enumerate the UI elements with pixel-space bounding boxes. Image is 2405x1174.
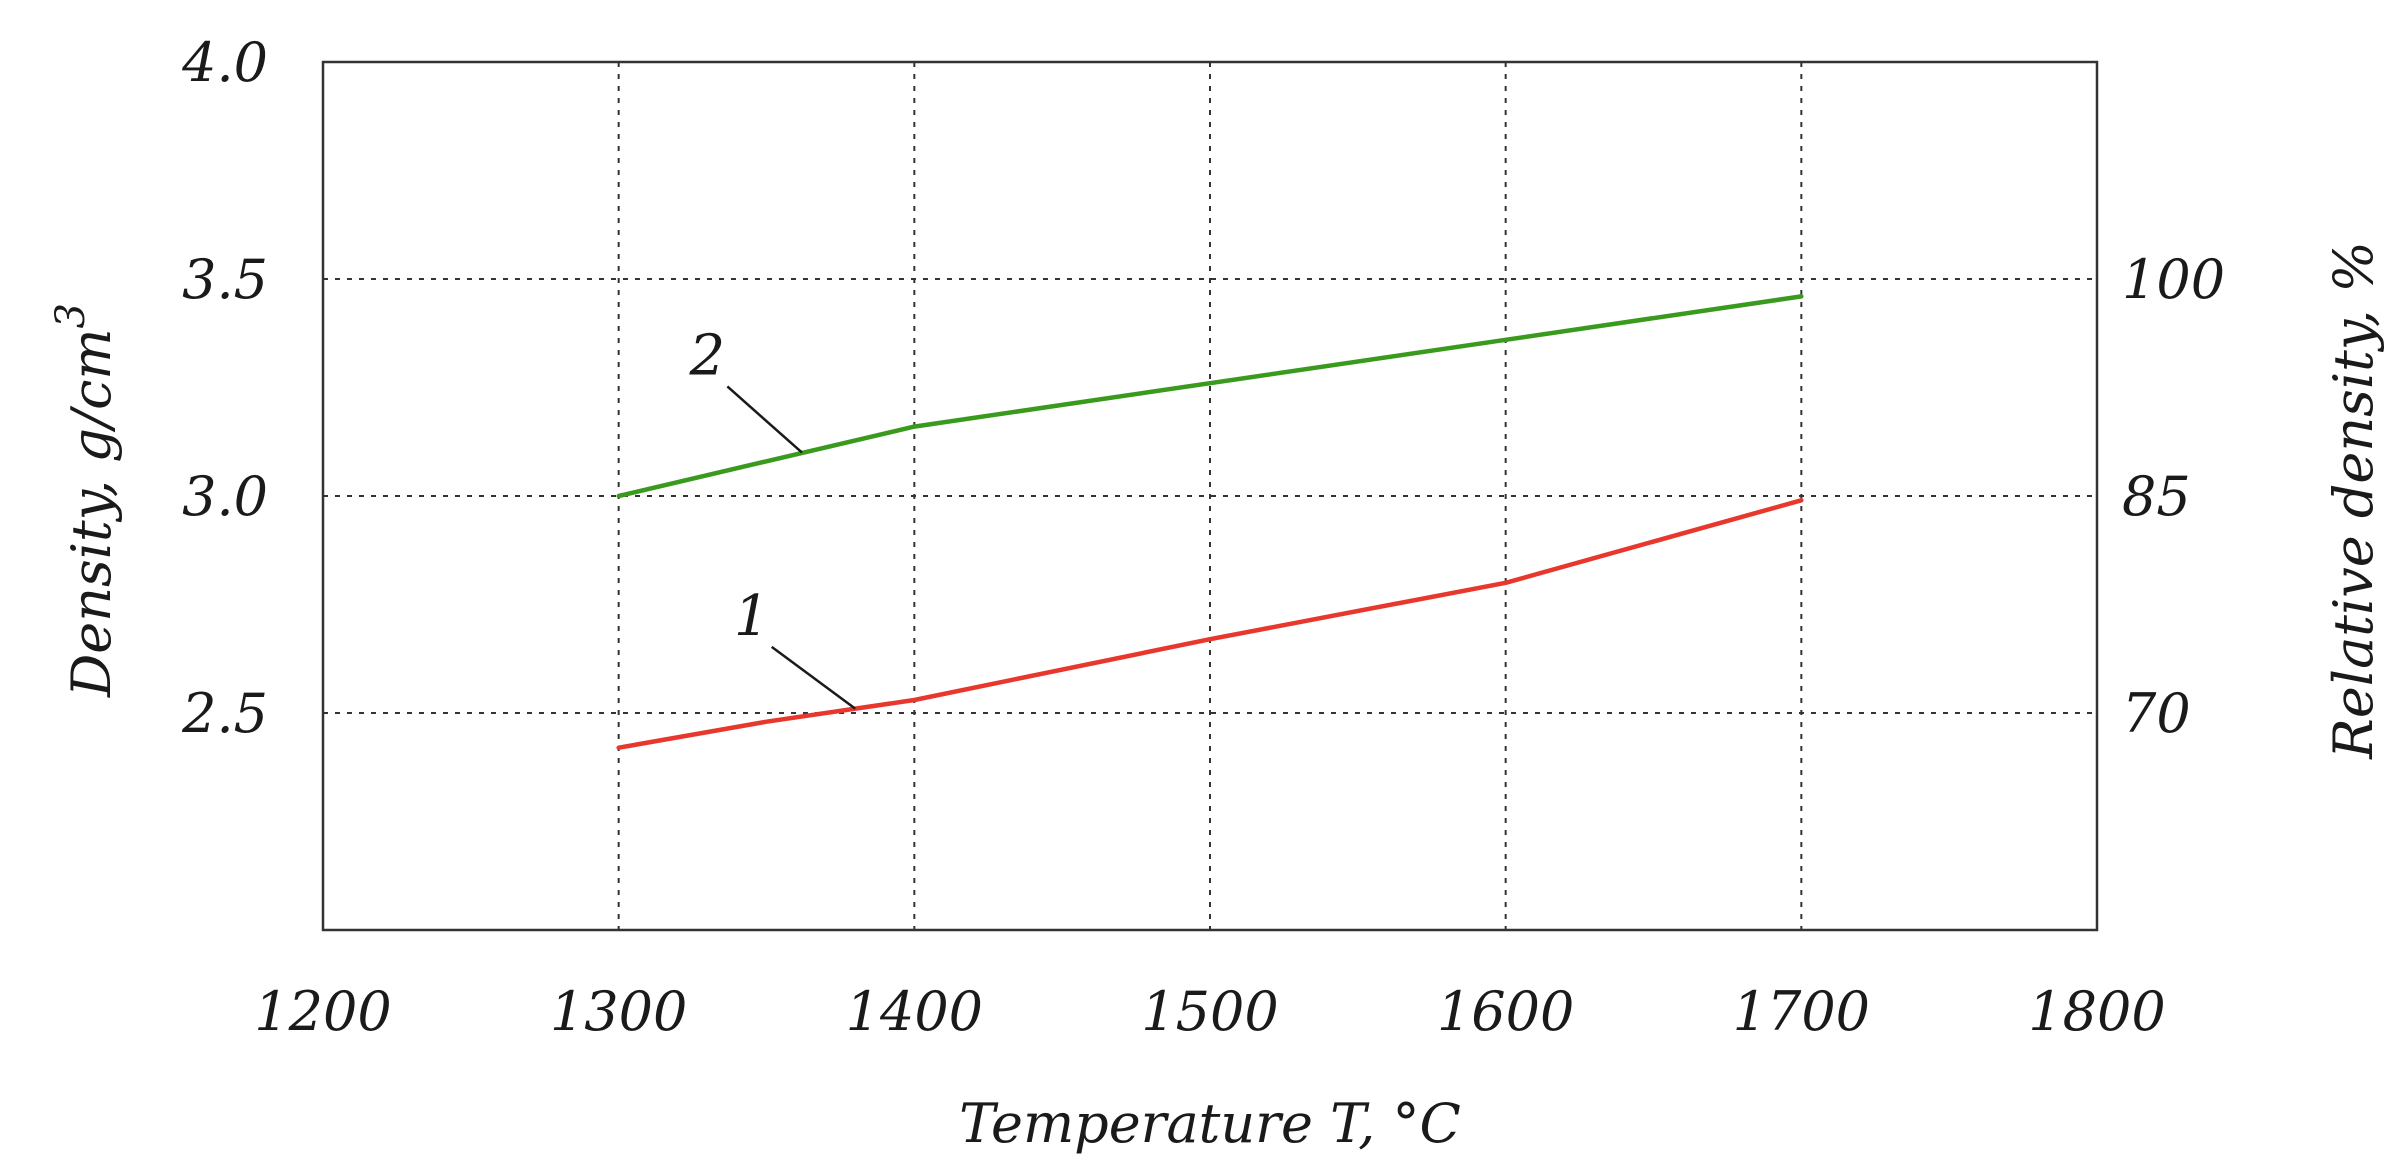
y2-tick-label-70: 70 bbox=[2122, 682, 2191, 745]
series-line-1 bbox=[616, 498, 1804, 750]
curve-label-1: 1 bbox=[734, 584, 770, 649]
curve-label-leader-2 bbox=[726, 385, 803, 454]
curve-label-2: 2 bbox=[689, 323, 726, 388]
y-tick-label-4.0: 4.0 bbox=[181, 31, 268, 94]
y-tick-label-2.5: 2.5 bbox=[181, 682, 268, 745]
curve-label-leaders: 12 bbox=[689, 323, 856, 710]
y-tick-label-3.5: 3.5 bbox=[182, 248, 268, 311]
x-tick-label-1200: 1200 bbox=[254, 980, 391, 1043]
y2-tick-label-85: 85 bbox=[2122, 465, 2191, 528]
series-line-2 bbox=[616, 294, 1804, 499]
x-tick-label-1700: 1700 bbox=[1733, 980, 1870, 1043]
grid-lines bbox=[323, 62, 2097, 930]
y-axis-title-text: Density, g/cm bbox=[60, 328, 123, 698]
y-axis-title-superscript: 3 bbox=[48, 303, 94, 328]
x-tick-label-1800: 1800 bbox=[2028, 980, 2165, 1043]
series-group bbox=[616, 294, 1804, 750]
y2-tick-label-100: 100 bbox=[2122, 248, 2225, 311]
y2-axis-title: Relative density, % bbox=[2322, 241, 2385, 760]
x-tick-label-1600: 1600 bbox=[1437, 980, 1574, 1043]
x-tick-label-1500: 1500 bbox=[1141, 980, 1278, 1043]
x-axis-title: Temperature T, °C bbox=[959, 1092, 1461, 1155]
x-tick-label-1300: 1300 bbox=[550, 980, 687, 1043]
x-tick-label-1400: 1400 bbox=[846, 980, 983, 1043]
plot-frame bbox=[321, 60, 2099, 932]
y-tick-label-3.0: 3.0 bbox=[182, 465, 268, 528]
curve-label-leader-1 bbox=[770, 645, 856, 710]
y-axis-title: Density, g/cm3 bbox=[48, 303, 123, 698]
tick-labels: 1200 1300 1400 1500 1600 1700 1800 2.5 3.0 3.5 4.0… bbox=[181, 31, 2225, 1043]
